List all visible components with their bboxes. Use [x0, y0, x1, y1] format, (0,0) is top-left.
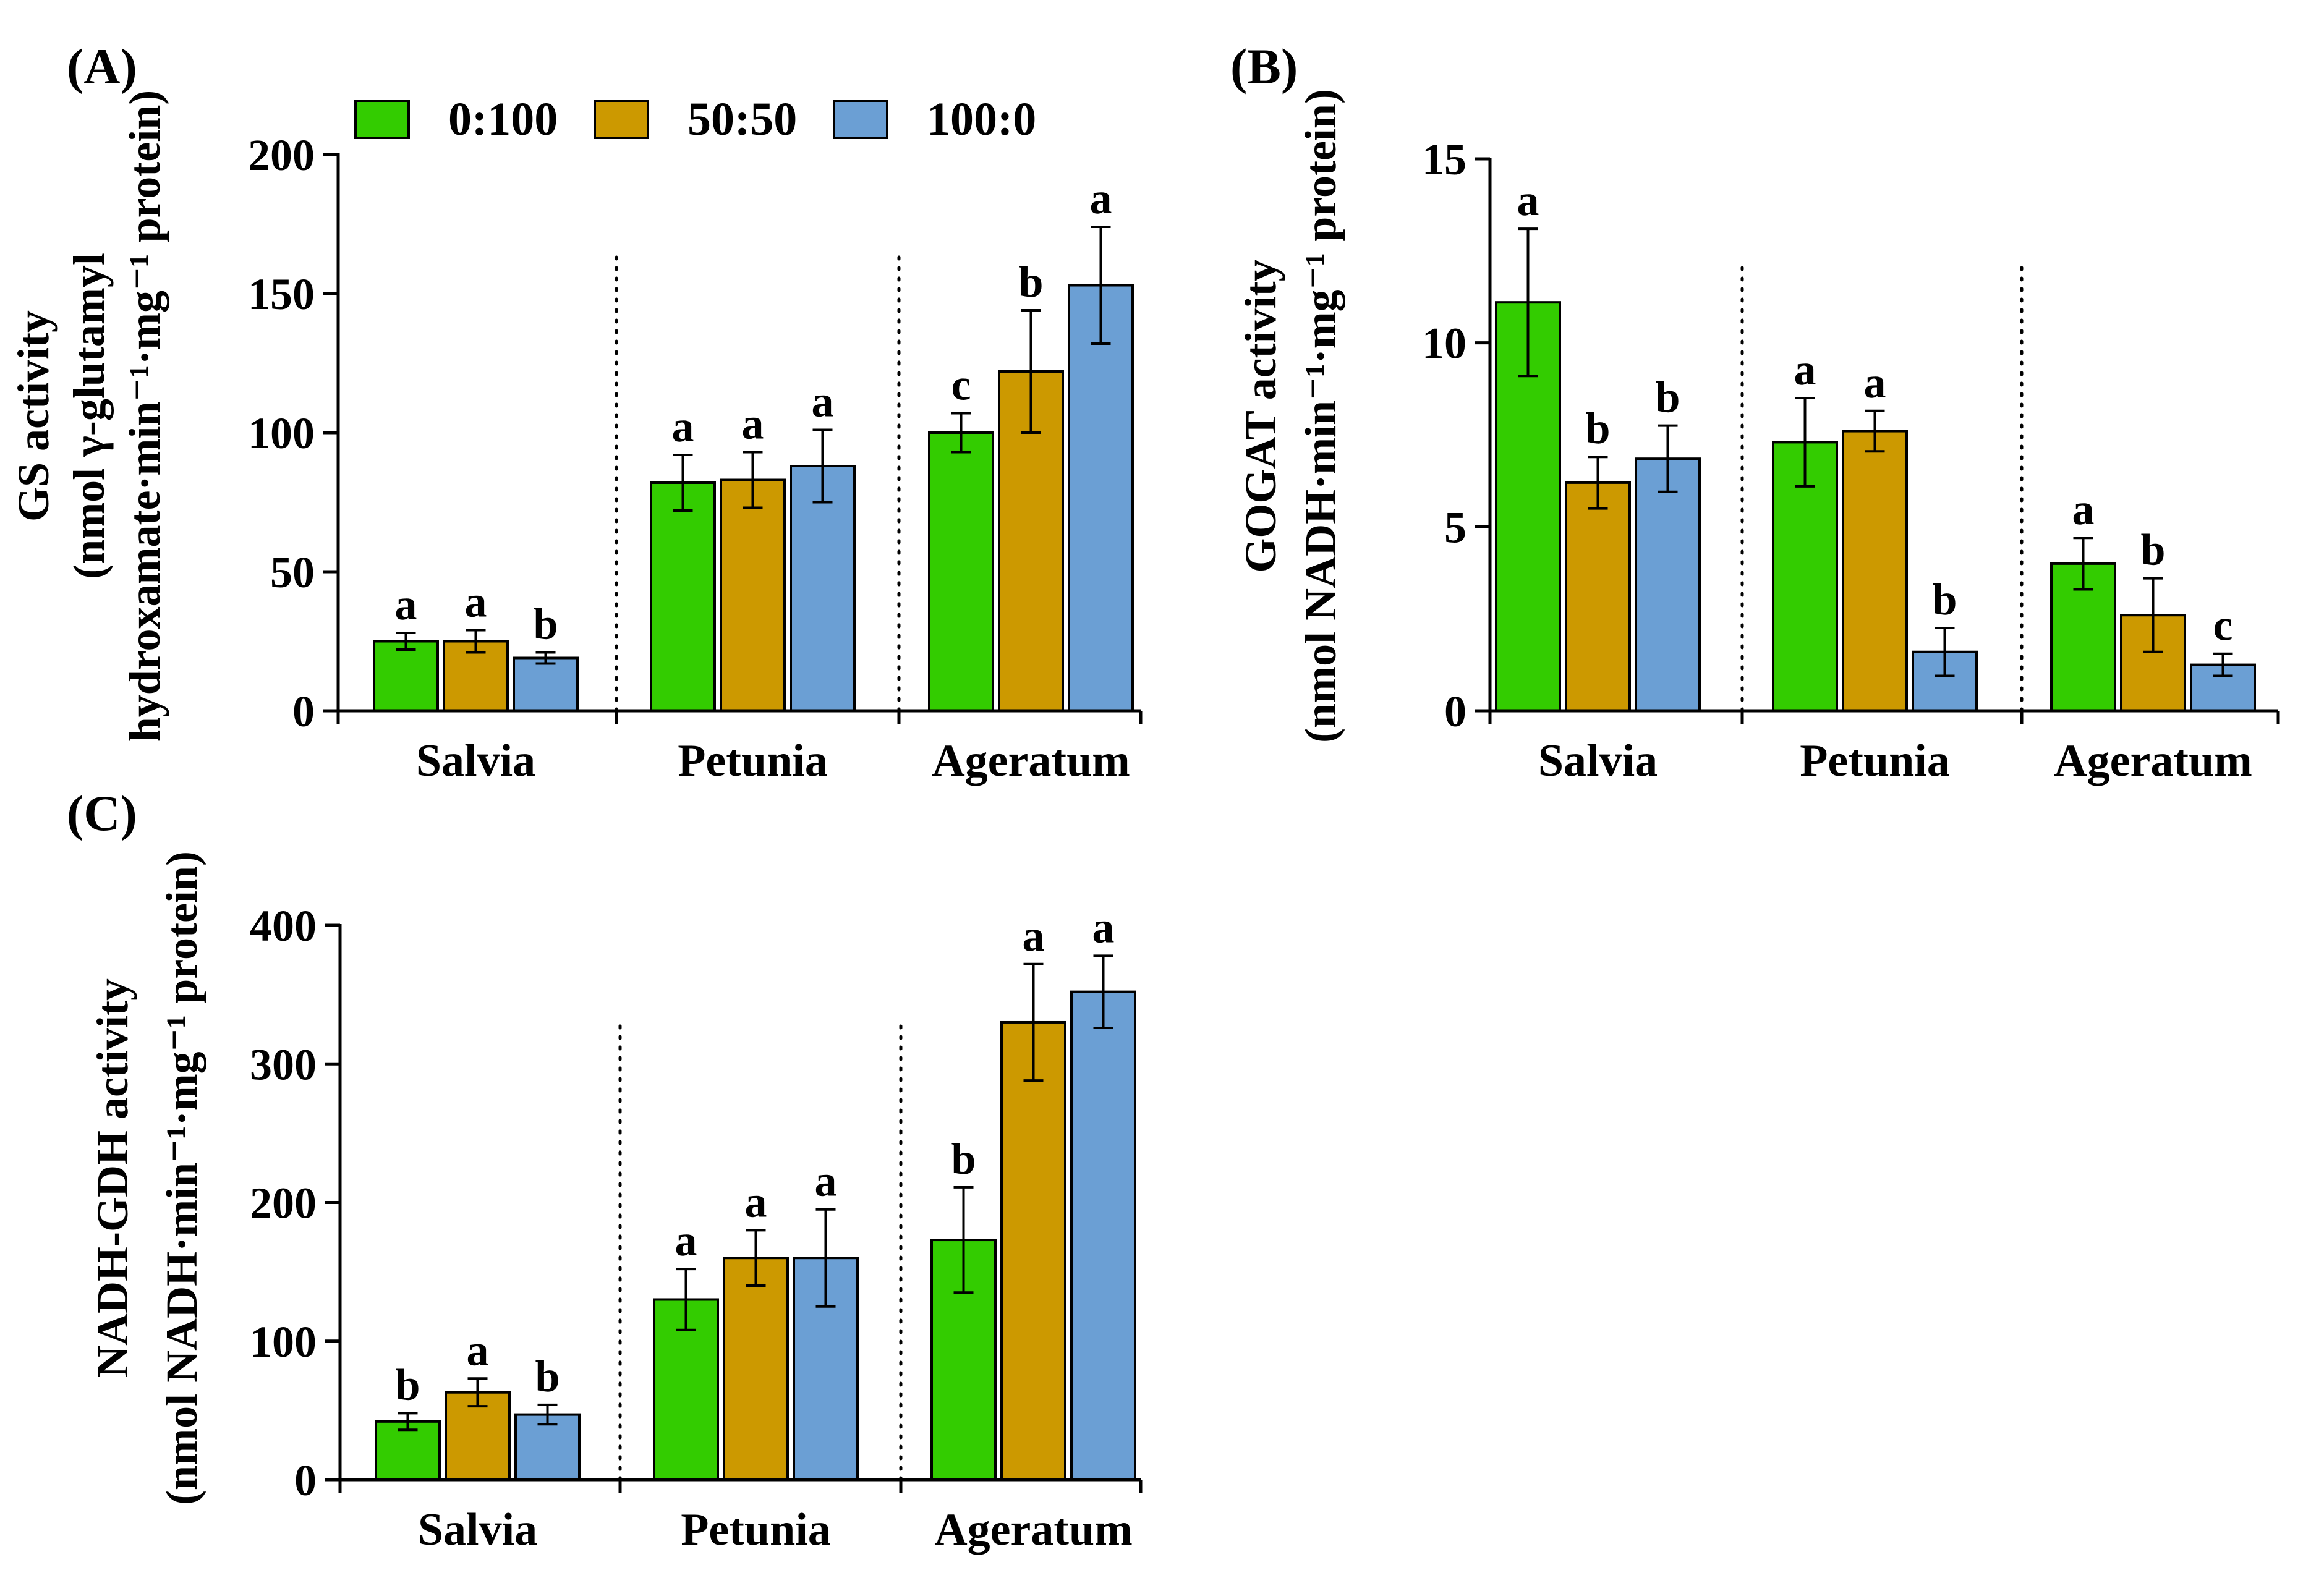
- panel-b-letter: (B): [1230, 38, 1298, 95]
- bar-petunia-1: [723, 1257, 789, 1481]
- y-tick-label-2: 100: [248, 409, 315, 458]
- significance-letter-salvia-0: b: [395, 1360, 420, 1409]
- panel-a-ylabel-line-1: GS activity: [9, 310, 58, 522]
- legend-label-1: 50:50: [687, 93, 797, 145]
- panel-a-ylabel: GS activity (nmol γ-glutamyl hydroxamate…: [9, 90, 169, 742]
- significance-letter-salvia-1: b: [1585, 404, 1610, 453]
- y-tick-label-0: 0: [294, 1456, 317, 1505]
- significance-letter-ageratum-0: a: [2072, 485, 2095, 534]
- y-tick-label-1: 100: [250, 1317, 317, 1367]
- panel-a-letter: (A): [67, 38, 137, 95]
- panel-a: (A) GS activity (nmol γ-glutamyl hydroxa…: [9, 38, 1143, 786]
- panel-c-ylabel: NADH-GDH activity (nmol NADH·min⁻¹·mg⁻¹ …: [88, 851, 206, 1505]
- significance-letter-ageratum-0: b: [951, 1134, 976, 1184]
- legend-label-2: 100:0: [927, 93, 1036, 145]
- significance-letter-ageratum-1: b: [1018, 257, 1043, 307]
- y-tick-label-1: 50: [270, 548, 315, 597]
- legend-swatch-1: [594, 100, 649, 139]
- significance-letter-ageratum-2: a: [1090, 174, 1112, 223]
- x-tick-label-petunia: Petunia: [681, 1504, 831, 1555]
- y-tick-label-2: 200: [250, 1179, 317, 1228]
- x-tick-label-salvia: Salvia: [1538, 736, 1658, 786]
- legend-item-1: 50:50: [594, 93, 797, 145]
- significance-letter-salvia-2: b: [1655, 373, 1680, 422]
- bar-petunia-1: [1842, 430, 1908, 713]
- x-tick-label-petunia: Petunia: [1800, 736, 1950, 786]
- significance-letter-petunia-0: a: [1794, 345, 1816, 394]
- panel-c-letter: (C): [67, 785, 137, 841]
- significance-letter-salvia-2: b: [533, 600, 558, 649]
- legend-swatch-2: [833, 100, 888, 139]
- legend-item-0: 0:100: [354, 93, 558, 145]
- y-tick-label-1: 5: [1444, 503, 1466, 552]
- significance-letter-petunia-2: a: [815, 1156, 837, 1206]
- x-tick-label-ageratum: Ageratum: [934, 1504, 1133, 1555]
- y-tick-label-3: 15: [1422, 135, 1466, 184]
- panel-c-ylabel-line-2: (nmol NADH·min⁻¹·mg⁻¹ protein): [157, 851, 206, 1505]
- significance-letter-petunia-0: a: [675, 1216, 697, 1265]
- bar-salvia-1: [1565, 481, 1631, 712]
- bar-ageratum-0: [928, 431, 994, 712]
- panel-c: (C) NADH-GDH activity (nmol NADH·min⁻¹·m…: [67, 785, 1143, 1555]
- x-tick-label-petunia: Petunia: [678, 736, 828, 786]
- significance-letter-salvia-2: b: [535, 1352, 560, 1401]
- significance-letter-ageratum-2: a: [1092, 902, 1115, 952]
- panel-b-ylabel: GOGAT activity (nmol NADH·min⁻¹·mg⁻¹ pro…: [1236, 89, 1345, 743]
- bar-salvia-2: [513, 656, 579, 712]
- y-tick-label-3: 150: [248, 269, 315, 319]
- x-tick-label-ageratum: Ageratum: [2054, 736, 2252, 786]
- bar-petunia-2: [793, 1257, 859, 1481]
- legend-item-2: 100:0: [833, 93, 1036, 145]
- bar-salvia-0: [373, 640, 439, 712]
- x-tick-label-salvia: Salvia: [416, 736, 535, 786]
- x-tick-label-ageratum: Ageratum: [932, 736, 1130, 786]
- x-tick-label-salvia: Salvia: [418, 1504, 537, 1555]
- bar-salvia-2: [1635, 457, 1701, 712]
- bar-petunia-1: [720, 478, 786, 712]
- significance-letter-petunia-1: a: [745, 1177, 767, 1226]
- significance-letter-petunia-1: a: [1864, 358, 1886, 407]
- significance-letter-ageratum-1: a: [1023, 911, 1045, 961]
- y-tick-label-3: 300: [250, 1040, 317, 1089]
- y-tick-label-4: 200: [248, 130, 315, 180]
- significance-letter-salvia-1: a: [465, 577, 487, 627]
- panel-c-ylabel-line-1: NADH-GDH activity: [88, 978, 137, 1378]
- significance-letter-salvia-0: a: [395, 580, 417, 629]
- panel-a-ylabel-line-3: hydroxamate·min⁻¹·mg⁻¹ protein): [120, 90, 169, 742]
- bar-ageratum-2: [1068, 284, 1134, 712]
- panel-a-ylabel-line-2: (nmol γ-glutamyl: [64, 253, 114, 579]
- bar-petunia-0: [650, 481, 716, 712]
- significance-letter-salvia-0: a: [1517, 176, 1539, 225]
- significance-letter-petunia-1: a: [742, 399, 764, 449]
- significance-letter-petunia-2: a: [812, 377, 834, 426]
- panel-b: (B) GOGAT activity (nmol NADH·min⁻¹·mg⁻¹…: [1230, 38, 2280, 786]
- y-tick-label-2: 10: [1422, 319, 1466, 368]
- significance-letter-petunia-2: b: [1932, 575, 1957, 624]
- y-tick-label-0: 0: [1444, 687, 1466, 736]
- significance-letter-ageratum-0: c: [951, 360, 971, 410]
- significance-letter-ageratum-1: b: [2140, 525, 2165, 575]
- y-tick-label-0: 0: [292, 687, 315, 736]
- bar-ageratum-2: [1070, 990, 1136, 1481]
- legend: 0:100 50:50 100:0: [354, 93, 1036, 145]
- significance-letter-ageratum-2: c: [2213, 601, 2233, 650]
- significance-letter-petunia-0: a: [672, 402, 694, 451]
- panel-b-ylabel-line-1: GOGAT activity: [1236, 259, 1285, 572]
- panel-b-ylabel-line-2: (nmol NADH·min⁻¹·mg⁻¹ protein): [1296, 89, 1345, 743]
- significance-letter-salvia-1: a: [467, 1325, 489, 1375]
- legend-label-0: 0:100: [448, 93, 558, 145]
- legend-swatch-0: [354, 100, 410, 139]
- y-tick-label-4: 400: [250, 901, 317, 951]
- bar-ageratum-1: [1000, 1020, 1066, 1481]
